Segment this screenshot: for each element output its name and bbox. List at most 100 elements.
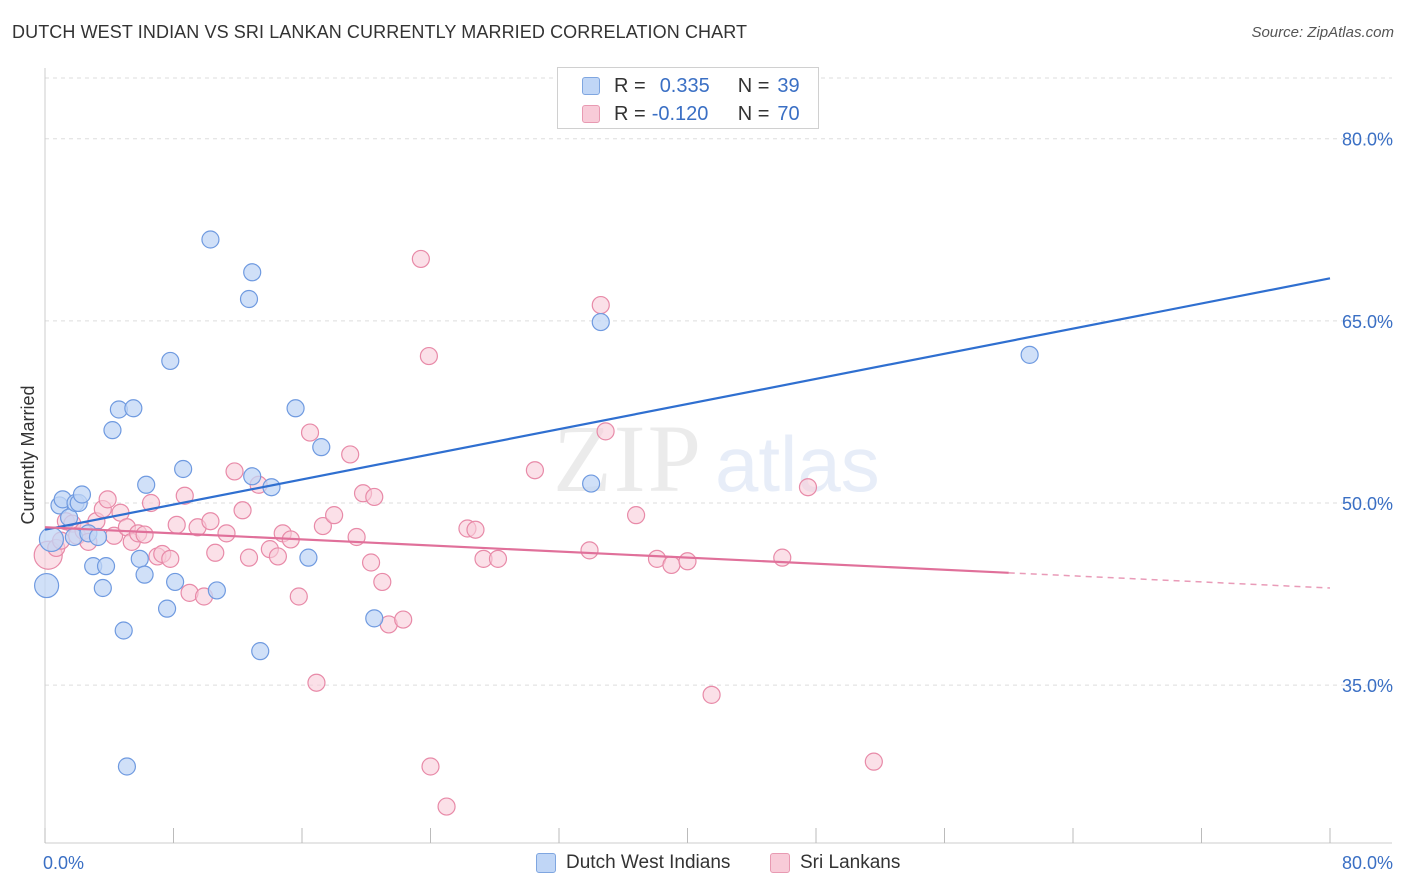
chart-title: DUTCH WEST INDIAN VS SRI LANKAN CURRENTL… xyxy=(12,22,748,42)
legend-row-dutch-west-indians: R = 0.335 N = 39 xyxy=(582,71,800,101)
data-point-sri-lankans xyxy=(325,506,344,525)
data-point-sri-lankans xyxy=(341,445,360,464)
r-label: R = xyxy=(614,74,646,97)
pink-swatch-icon xyxy=(770,853,790,873)
data-point-sri-lankans xyxy=(217,524,236,543)
data-point-sri-lankans xyxy=(268,547,288,566)
data-point-sri-lankans xyxy=(239,548,259,567)
data-point-sri-lankans xyxy=(662,555,681,575)
data-point-sri-lankans xyxy=(626,506,646,525)
legend-label: Dutch West Indians xyxy=(566,852,731,873)
data-point-dutch-west-indians xyxy=(137,475,156,494)
watermark-zip: ZIP xyxy=(553,405,703,512)
data-point-sri-lankans xyxy=(289,587,308,606)
trendline-sri-lankans-extrapolated xyxy=(1008,572,1331,589)
n-label: N = xyxy=(737,102,770,125)
data-point-dutch-west-indians xyxy=(299,548,318,567)
data-point-dutch-west-indians xyxy=(243,467,262,486)
data-point-dutch-west-indians xyxy=(38,526,65,553)
data-point-dutch-west-indians xyxy=(72,485,92,504)
data-point-sri-lankans xyxy=(373,572,392,592)
data-point-sri-lankans xyxy=(300,423,320,442)
data-point-sri-lankans xyxy=(411,249,430,269)
data-point-dutch-west-indians xyxy=(1020,345,1039,364)
data-point-sri-lankans xyxy=(233,501,252,520)
data-point-dutch-west-indians xyxy=(135,565,154,584)
data-point-dutch-west-indians xyxy=(365,609,384,628)
y-axis-label: Currently Married xyxy=(18,385,38,524)
data-point-dutch-west-indians xyxy=(161,351,180,371)
data-point-dutch-west-indians xyxy=(582,474,601,493)
data-point-dutch-west-indians xyxy=(591,312,610,332)
blue-swatch-icon xyxy=(582,77,600,95)
data-point-sri-lankans xyxy=(466,520,485,539)
data-point-sri-lankans xyxy=(798,478,818,497)
data-point-sri-lankans xyxy=(365,487,384,507)
data-point-dutch-west-indians xyxy=(157,599,177,618)
data-point-dutch-west-indians xyxy=(93,578,112,598)
watermark-atlas: atlas xyxy=(715,420,880,508)
r-value: 0.335 xyxy=(659,74,710,97)
data-point-dutch-west-indians xyxy=(124,399,143,418)
data-point-sri-lankans xyxy=(201,512,220,531)
y-tick-label: 65.0% xyxy=(1342,312,1393,332)
data-point-sri-lankans xyxy=(206,543,225,562)
data-point-dutch-west-indians xyxy=(174,459,193,479)
data-point-sri-lankans xyxy=(678,552,697,571)
data-point-dutch-west-indians xyxy=(207,581,226,600)
data-point-dutch-west-indians xyxy=(96,557,116,576)
data-point-sri-lankans xyxy=(525,461,545,480)
data-point-sri-lankans xyxy=(591,295,610,315)
x-tick-label: 80.0% xyxy=(1342,853,1393,873)
data-point-sri-lankans xyxy=(307,673,326,692)
correlation-legend: R = 0.335 N = 39 R = -0.120 N = 70 xyxy=(557,67,819,129)
data-point-dutch-west-indians xyxy=(251,642,270,661)
y-tick-label: 35.0% xyxy=(1342,676,1393,696)
data-point-sri-lankans xyxy=(175,486,194,505)
trendline-sri-lankans xyxy=(44,526,1009,574)
data-point-dutch-west-indians xyxy=(243,263,262,282)
legend-item-dutch-west-indians: Dutch West Indians xyxy=(536,852,730,874)
data-point-dutch-west-indians xyxy=(130,549,149,568)
data-point-dutch-west-indians xyxy=(103,421,122,440)
data-point-sri-lankans xyxy=(437,797,456,816)
legend-item-sri-lankans: Sri Lankans xyxy=(770,852,900,874)
legend-label: Sri Lankans xyxy=(800,852,901,873)
data-point-dutch-west-indians xyxy=(34,572,60,599)
legend-row-sri-lankans: R = -0.120 N = 70 xyxy=(582,99,800,129)
data-point-sri-lankans xyxy=(161,549,180,568)
data-point-dutch-west-indians xyxy=(88,527,108,547)
data-point-sri-lankans xyxy=(596,422,615,441)
data-point-sri-lankans xyxy=(864,752,883,771)
n-value: 39 xyxy=(777,74,800,97)
x-tick-label: 0.0% xyxy=(43,853,84,873)
series-legend: Dutch West Indians Sri Lankans xyxy=(0,852,1406,878)
data-point-dutch-west-indians xyxy=(201,230,220,249)
trendline-dutch-west-indians xyxy=(44,277,1331,531)
data-point-sri-lankans xyxy=(488,549,508,568)
data-point-sri-lankans xyxy=(773,548,792,567)
data-point-sri-lankans xyxy=(98,490,117,509)
r-value: -0.120 xyxy=(651,102,709,125)
y-tick-label: 50.0% xyxy=(1342,494,1393,514)
data-point-sri-lankans xyxy=(361,553,381,572)
data-point-sri-lankans xyxy=(421,757,440,776)
data-point-dutch-west-indians xyxy=(166,572,185,592)
y-tick-label: 80.0% xyxy=(1342,130,1393,150)
data-point-sri-lankans xyxy=(419,346,438,366)
data-point-sri-lankans xyxy=(313,516,332,536)
data-point-sri-lankans xyxy=(135,525,154,544)
n-value: 70 xyxy=(777,102,800,125)
data-point-sri-lankans xyxy=(580,541,599,560)
data-point-sri-lankans xyxy=(394,610,413,629)
data-point-sri-lankans xyxy=(225,462,244,481)
blue-swatch-icon xyxy=(536,853,556,873)
data-point-dutch-west-indians xyxy=(117,757,137,776)
data-point-dutch-west-indians xyxy=(286,399,305,418)
data-point-dutch-west-indians xyxy=(114,621,133,640)
data-point-sri-lankans xyxy=(167,515,186,534)
data-point-dutch-west-indians xyxy=(312,438,331,457)
pink-swatch-icon xyxy=(582,105,600,123)
data-point-dutch-west-indians xyxy=(239,289,259,309)
